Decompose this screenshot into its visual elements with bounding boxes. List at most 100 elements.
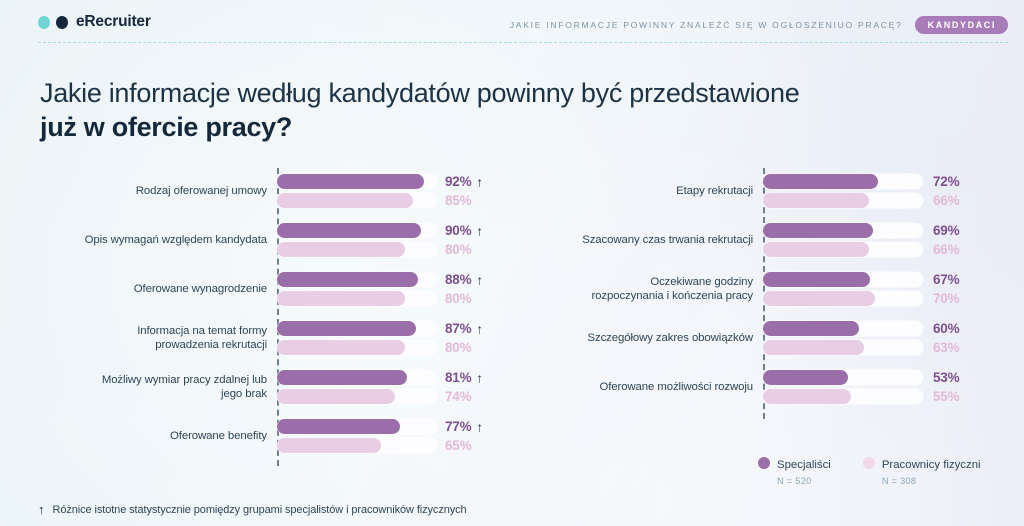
chart-bar-fill-spec [763, 370, 848, 385]
background-tint-right [724, 0, 1024, 526]
chart-bar-fill-spec [763, 174, 879, 189]
chart-value-phys: 80% [445, 242, 472, 257]
chart-bar-track-spec [277, 321, 437, 336]
chart-bar-track-spec [763, 272, 923, 287]
legend-swatch-pracownicy-icon [862, 457, 875, 469]
chart-row-label-line: Możliwy wymiar pracy zdalnej lub [101, 373, 267, 386]
chart-row-label: Możliwy wymiar pracy zdalnej lub jego bra… [10, 373, 267, 402]
chart-row-label-line: Etapy rekrutacji [676, 184, 753, 197]
chart-row-label: Oferowane benefity [10, 429, 267, 444]
chart-bar-fill-phys [277, 438, 381, 453]
chart-bar-track-phys [763, 242, 923, 257]
chart-row-label-line: rozpoczynania i kończenia pracy [591, 290, 753, 302]
chart-value-phys: 65% [445, 438, 472, 453]
chart-bar-fill-phys [277, 340, 405, 355]
footnote-text: Różnice istotne statystycznie pomiędzy g… [52, 503, 467, 516]
chart-row-bars [763, 321, 923, 355]
chart-row-bars [763, 272, 923, 306]
legend-label: Pracownicy fizyczni [881, 459, 981, 471]
chart-bar-track-phys [277, 242, 437, 257]
significance-arrow-icon: ↑ [476, 370, 483, 386]
legend-label: Specjaliści [777, 459, 831, 471]
page-title-line-2: już w ofercie pracy? [40, 112, 293, 142]
chart-value-spec: 69% [933, 223, 960, 238]
chart-value-spec: 53% [933, 370, 960, 385]
chart-row-label: Informacja na temat formy prowadzenia rek… [10, 324, 267, 353]
chart-bar-fill-phys [277, 242, 405, 257]
chart-value-phys: 63% [933, 340, 960, 355]
significance-arrow-icon: ↑ [38, 502, 45, 517]
chart-row-bars [277, 174, 437, 208]
chart-value-spec: 77% ↑ [445, 419, 483, 435]
chart-bar-track-phys [763, 340, 923, 355]
chart-row-bars [277, 321, 437, 355]
chart-row-label: Oferowane wynagrodzenie [10, 282, 267, 297]
chart-bar-track-spec [763, 223, 923, 238]
significance-arrow-icon: ↑ [476, 223, 483, 239]
significance-arrow-icon: ↑ [476, 321, 483, 337]
chart-bar-fill-phys [763, 389, 851, 404]
chart-bar-track-phys [763, 389, 923, 404]
significance-arrow-icon: ↑ [476, 419, 483, 435]
chart-bar-fill-spec [763, 272, 871, 287]
header-right-group: JAKIE INFORMACJE POWINNY ZNALEŹĆ SIĘ W O… [510, 16, 1008, 34]
chart-row-label-line: Opis wymagań względem kandydata [84, 233, 268, 246]
chart-value-spec: 67% [933, 272, 960, 287]
chart-legend: Specjaliści N = 520 Pracownicy fizyczni … [758, 455, 981, 486]
legend-item: Pracownicy fizyczni N = 308 [862, 455, 981, 486]
chart-bar-fill-spec [277, 370, 407, 385]
chart-row-label-line: Oferowane wynagrodzenie [133, 282, 267, 295]
brand-logo: eRecruiter [38, 13, 151, 31]
chart-bar-fill-phys [277, 193, 413, 208]
chart-row-bars [277, 419, 437, 453]
chart-bar-fill-phys [763, 242, 869, 257]
chart-value-phys: 80% [445, 340, 472, 355]
chart-value-spec: 87% ↑ [445, 321, 483, 337]
chart-bar-track-spec [277, 272, 437, 287]
chart-row-label-line: prowadzenia rekrutacji [155, 339, 267, 351]
chart-row-label: Szacowany czas trwania rekrutacji [522, 233, 753, 248]
chart-row-bars [763, 370, 923, 404]
chart-row-label: Opis wymagań względem kandydata [10, 233, 268, 248]
chart-bar-fill-spec [763, 223, 874, 238]
logo-dot-navy-icon [56, 15, 68, 29]
chart-bar-fill-spec [277, 223, 421, 238]
chart-row-label-line: Oczekiwane godziny [650, 275, 753, 288]
chart-bar-fill-spec [277, 174, 425, 189]
chart-value-phys: 70% [933, 291, 960, 306]
chart-bar-track-phys [277, 193, 437, 208]
chart-value-phys: 66% [933, 193, 960, 208]
chart-row-bars [763, 223, 923, 257]
chart-bar-track-phys [277, 438, 437, 453]
chart-axis-left [277, 168, 279, 466]
chart-value-phys: 80% [445, 291, 472, 306]
chart-bar-fill-spec [277, 272, 418, 287]
chart-value-phys: 55% [933, 389, 960, 404]
chart-value-spec: 81% ↑ [445, 370, 483, 386]
chart-bar-track-spec [277, 174, 437, 189]
chart-row-bars [763, 174, 923, 208]
logo-text: eRecruiter [76, 13, 151, 30]
chart-bar-track-spec [277, 223, 437, 238]
chart-bar-fill-phys [277, 389, 396, 404]
legend-sample-size: N = 520 [777, 476, 812, 486]
chart-row-label: Rodzaj oferowanej umowy [10, 184, 267, 199]
chart-bar-track-phys [763, 193, 923, 208]
chart-row-label-line: Informacja na temat formy [137, 324, 267, 337]
chart-value-phys: 74% [445, 389, 472, 404]
chart-value-spec: 88% ↑ [445, 272, 483, 288]
page-header: eRecruiter JAKIE INFORMACJE POWINNY ZNAL… [0, 0, 1024, 48]
chart-value-phys: 85% [445, 193, 472, 208]
page-title-line-1: Jakie informacje według kandydatów powin… [40, 78, 800, 108]
chart-bar-fill-phys [763, 193, 869, 208]
legend-swatch-specjalisci-icon [758, 457, 770, 469]
chart-bar-track-spec [277, 419, 437, 434]
chart-bar-fill-spec [763, 321, 859, 336]
chart-row-label-line: Szacowany czas trwania rekrutacji [582, 233, 753, 246]
chart-row-label-line: Rodzaj oferowanej umowy [135, 184, 267, 197]
chart-row-label: Etapy rekrutacji [522, 184, 753, 199]
chart-value-phys: 66% [933, 242, 960, 257]
chart-bar-track-phys [277, 340, 437, 355]
chart-row-label-line: Szczegółowy zakres obowiązków [587, 331, 753, 344]
chart-value-spec: 72% [933, 174, 960, 189]
